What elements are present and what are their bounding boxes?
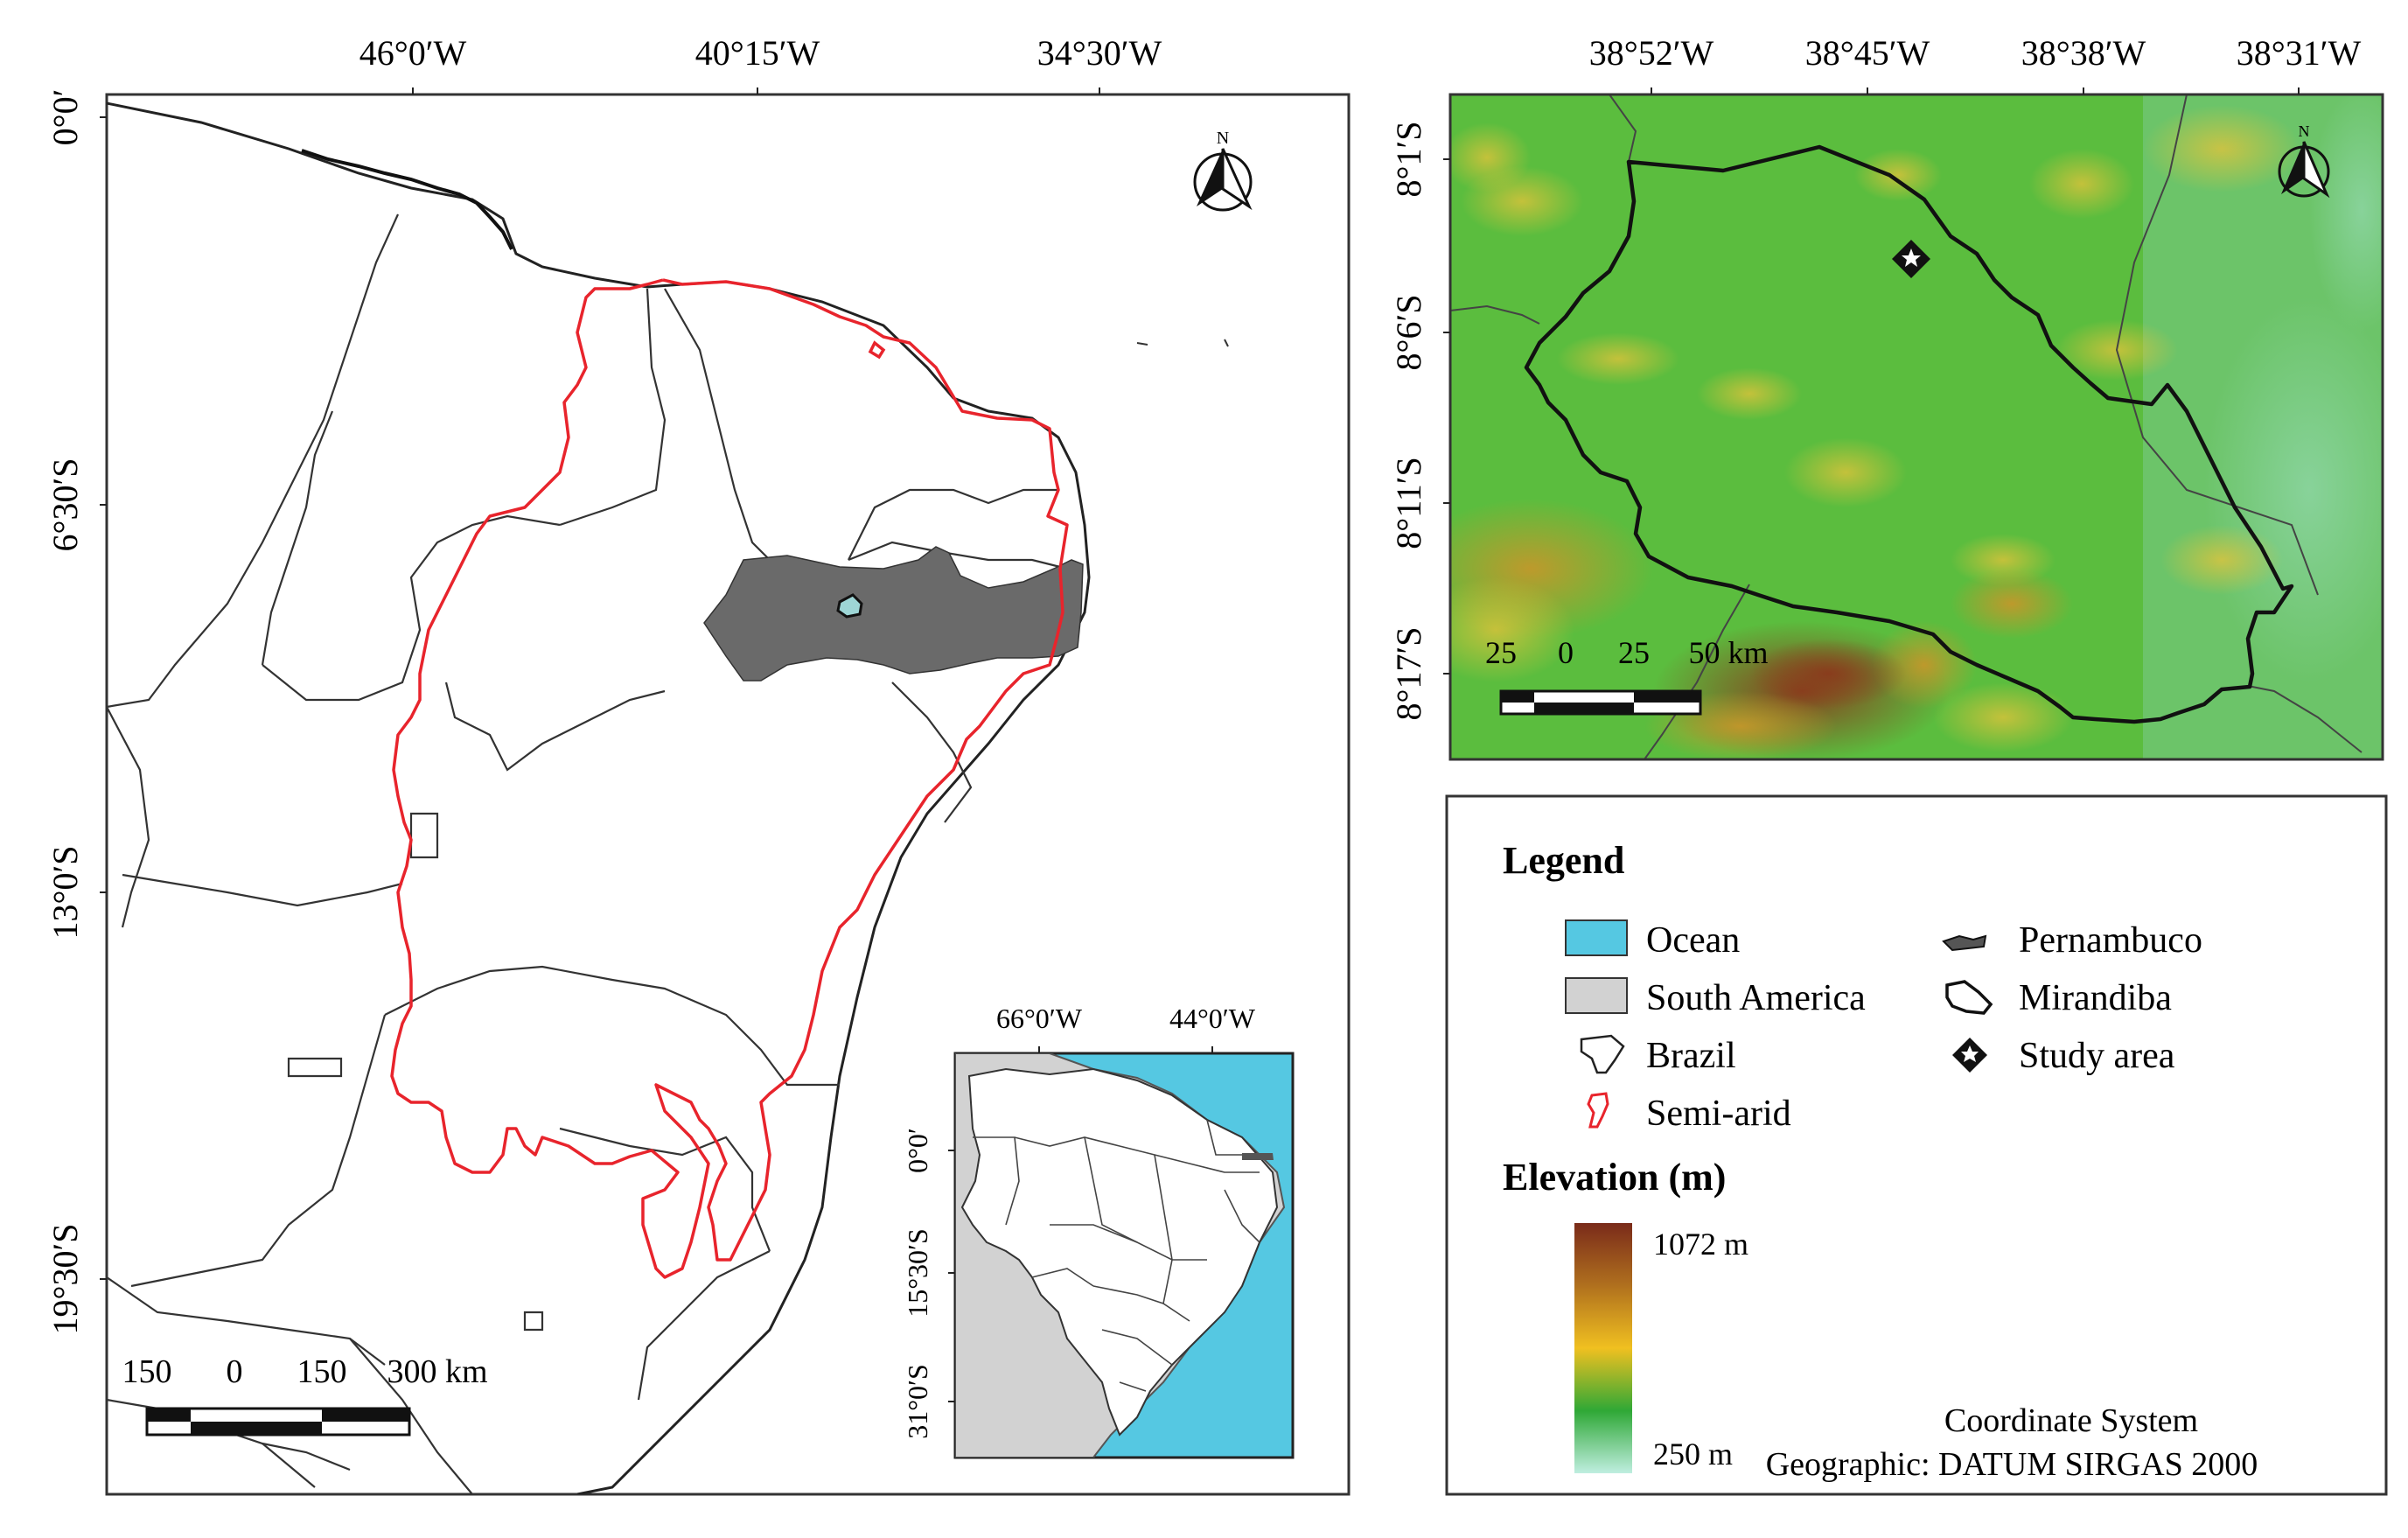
elev-top-tick-4: 38°31′W [2237,33,2362,73]
semi-arid-inner-loop [868,340,886,360]
svg-text:300 km: 300 km [387,1353,487,1390]
coordinate-system-title: Coordinate System [1944,1402,2198,1439]
elevation-map: 38°52′W 38°45′W 38°38′W 38°31′W 8°1′S 8°… [1389,33,2384,761]
elev-top-tick-2: 38°45′W [1805,33,1930,73]
elevation-color-ramp [1574,1223,1632,1473]
mirandiba-icon [1945,980,1993,1015]
main-map: 46°0′W 40°15′W 34°30′W 0°0′ 6°30′S 13°0′… [45,33,1351,1496]
legend-mirandiba-label: Mirandiba [2019,978,2172,1018]
elevation-ticks [1443,87,2300,675]
brazil-north-coast-detail [301,149,513,250]
svg-text:0: 0 [227,1353,243,1390]
inset-ticks [948,1046,1213,1402]
brazil-icon [1580,1034,1625,1074]
main-left-tick-3: 13°0′S [45,846,85,940]
svg-text:25: 25 [1485,635,1517,670]
legend-semi-arid-label: Semi-arid [1646,1094,1791,1134]
legend-study-area-label: Study area [2019,1036,2175,1076]
main-scale-bar: 150 0 150 300 km [122,1353,488,1437]
study-area-marker [1892,240,1930,278]
svg-text:50 km: 50 km [1688,635,1768,670]
main-top-tick-1: 46°0′W [359,33,467,73]
inset-left-tick-1: 0°0′ [902,1128,933,1173]
inset-top-tick-2: 44°0′W [1169,1003,1256,1034]
brazil-coastline [107,101,1091,1494]
legend-brazil-label: Brazil [1646,1036,1736,1076]
svg-text:150: 150 [122,1353,172,1390]
semi-arid-boundary [390,278,1069,1279]
elevation-scale-bar: 25 0 25 50 km [1485,635,1769,716]
elev-left-tick-3: 8°11′S [1389,457,1428,549]
main-left-tick-2: 6°30′S [45,458,85,552]
semi-arid-icon [1587,1092,1609,1129]
inset-top-tick-1: 66°0′W [996,1003,1083,1034]
elev-left-tick-1: 8°1′S [1389,122,1428,198]
study-area-icon [1952,1038,1987,1073]
legend-title: Legend [1503,839,1624,882]
svg-text:25: 25 [1618,635,1650,670]
elev-top-tick-3: 38°38′W [2021,33,2146,73]
inset-map: 66°0′W 44°0′W 0°0′ 15°30′S 31°0′S [902,1003,1295,1459]
elevation-max-label: 1072 m [1653,1227,1748,1262]
legend-panel: Legend Ocean South America Brazil Semi-a… [1445,794,2388,1496]
ocean-swatch [1565,919,1628,956]
islands [1136,339,1229,347]
elev-left-tick-4: 8°17′S [1389,627,1428,721]
legend-pernambuco-label: Pernambuco [2019,920,2202,961]
coordinate-system-datum: Geographic: DATUM SIRGAS 2000 [1766,1446,2258,1483]
inset-state-borders [973,1119,1260,1392]
elevation-north-label: N [2299,122,2310,140]
inset-brazil [960,1067,1279,1437]
mirandiba-outline-main [836,593,863,619]
elevation-map-frame [1448,93,2384,761]
mirandiba-boundary [1524,144,2294,724]
legend-south-america-label: South America [1646,978,1866,1018]
elevation-title: Elevation (m) [1503,1156,1726,1199]
south-america-swatch [1565,977,1628,1014]
pernambuco-icon [1942,934,1987,952]
main-left-tick-4: 19°30′S [45,1224,85,1335]
main-top-tick-3: 34°30′W [1037,33,1162,73]
svg-text:150: 150 [297,1353,347,1390]
elevation-municipal-borders [1450,94,2363,759]
inset-left-tick-3: 31°0′S [902,1364,933,1439]
elevation-north-arrow: N [2278,122,2330,199]
main-map-ticks [100,87,1100,1280]
main-left-tick-1: 0°0′ [45,89,85,146]
inset-left-tick-2: 15°30′S [902,1228,933,1318]
main-north-arrow: N [1193,129,1253,212]
elev-top-tick-1: 38°52′W [1589,33,1714,73]
pernambuco-region [703,546,1084,682]
legend-ocean-label: Ocean [1646,920,1740,961]
svg-text:0: 0 [1558,635,1574,670]
main-top-tick-2: 40°15′W [695,33,820,73]
elevation-min-label: 250 m [1653,1437,1733,1472]
elev-left-tick-2: 8°6′S [1389,295,1428,371]
main-north-label: N [1217,129,1229,148]
inset-pernambuco [1242,1153,1274,1160]
